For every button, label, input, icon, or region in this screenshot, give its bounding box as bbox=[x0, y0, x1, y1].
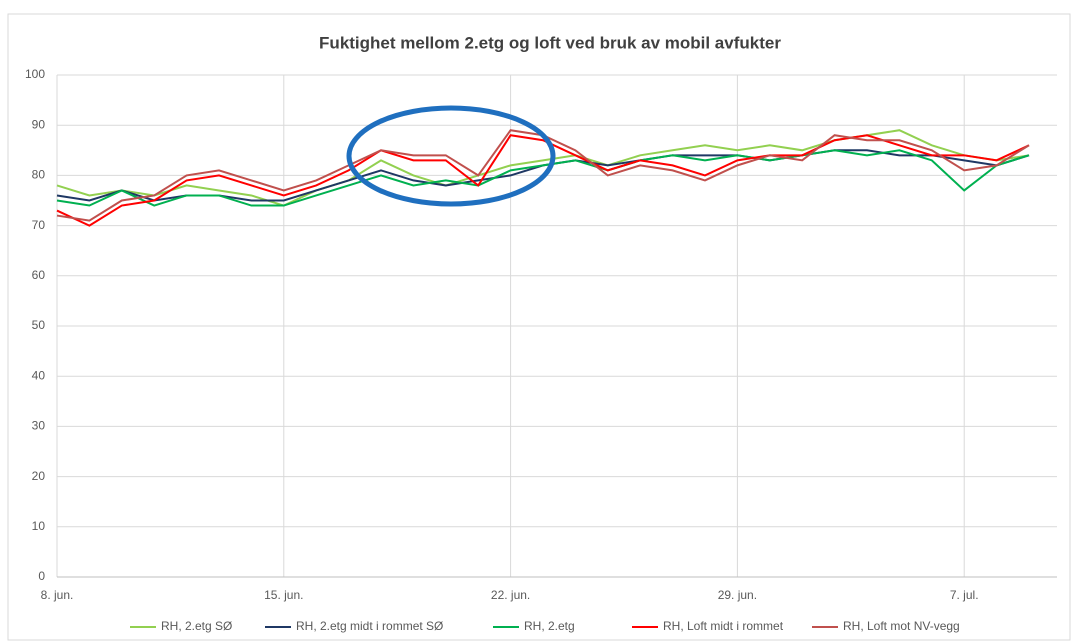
y-tick-label: 60 bbox=[32, 268, 46, 282]
legend-label: RH, 2.etg SØ bbox=[161, 619, 232, 633]
x-tick-label: 29. jun. bbox=[718, 588, 757, 602]
y-tick-label: 70 bbox=[32, 218, 46, 232]
x-tick-label: 15. jun. bbox=[264, 588, 303, 602]
y-tick-label: 40 bbox=[32, 368, 46, 382]
chart-frame bbox=[7, 13, 1071, 641]
legend-label: RH, Loft midt i rommet bbox=[663, 619, 784, 633]
highlight-ellipse bbox=[346, 105, 556, 207]
x-tick-label: 22. jun. bbox=[491, 588, 530, 602]
x-tick-label: 8. jun. bbox=[41, 588, 74, 602]
y-tick-label: 50 bbox=[32, 318, 46, 332]
y-tick-label: 0 bbox=[38, 569, 45, 583]
series-line bbox=[56, 134, 1030, 227]
series-line bbox=[56, 149, 1030, 207]
legend-label: RH, 2.etg midt i rommet SØ bbox=[296, 619, 443, 633]
legend-label: RH, 2.etg bbox=[524, 619, 575, 633]
y-tick-label: 10 bbox=[32, 519, 46, 533]
y-tick-label: 90 bbox=[32, 117, 46, 131]
y-tick-label: 100 bbox=[25, 67, 45, 81]
x-tick-label: 7. jul. bbox=[950, 588, 979, 602]
y-tick-label: 20 bbox=[32, 469, 46, 483]
legend-label: RH, Loft mot NV-vegg bbox=[843, 619, 960, 633]
chart-title: Fuktighet mellom 2.etg og loft ved bruk … bbox=[319, 33, 781, 52]
y-tick-label: 30 bbox=[32, 419, 46, 433]
y-tick-label: 80 bbox=[32, 168, 46, 182]
